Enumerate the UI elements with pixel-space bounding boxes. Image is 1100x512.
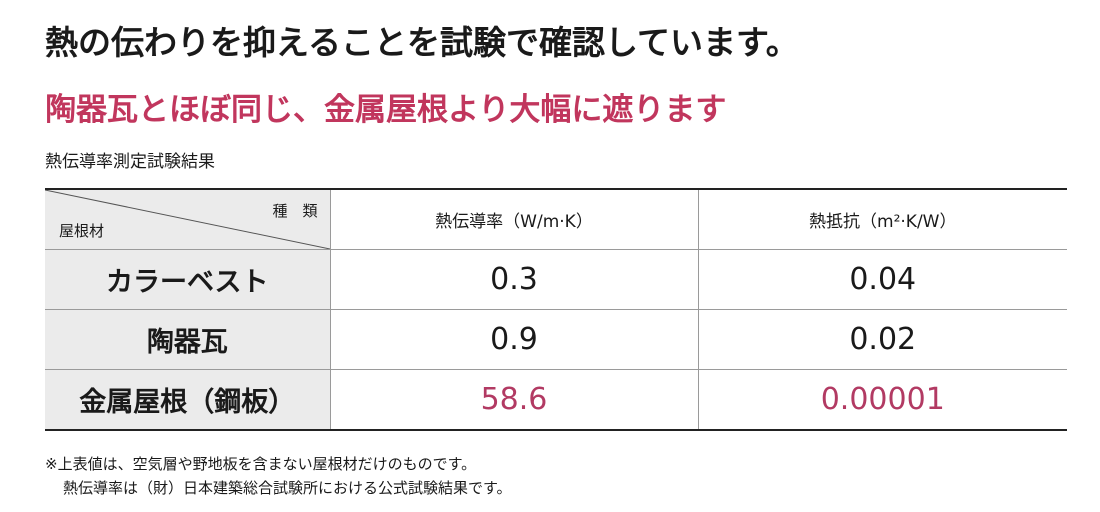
value: 0.00001 — [697, 369, 1067, 431]
row: 陶器瓦 0.9 0.02 — [45, 309, 1067, 370]
subtitle: 陶器瓦とほぼ同じ、金属屋根より大幅に遮ります — [45, 92, 727, 128]
note: ※上表値は、空気層や野地板を含まない屋根材だけのものです。 — [45, 455, 477, 473]
corner-top: 種 類 — [272, 202, 318, 220]
title: 熱の伝わりを抑えることを試験で確認しています。 — [45, 23, 799, 62]
caption: 熱伝導率測定試験結果 — [45, 152, 215, 172]
material: 金属屋根（鋼板） — [45, 369, 331, 431]
column-header: 熱抵抗（m²·K/W） — [697, 188, 1067, 250]
note: 熱伝導率は（財）日本建築総合試験所における公式試験結果です。 — [63, 479, 512, 497]
value: 0.04 — [697, 249, 1067, 310]
row: 金属屋根（鋼板） 58.6 0.00001 — [45, 369, 1067, 431]
diagonal — [45, 190, 330, 249]
corner-bottom: 屋根材 — [59, 222, 105, 240]
value: 0.3 — [329, 249, 699, 310]
header-row: 種 類 屋根材 熱伝導率（W/m·K） 熱抵抗（m²·K/W） — [45, 188, 1067, 250]
column-header: 熱伝導率（W/m·K） — [329, 188, 699, 250]
material: 陶器瓦 — [45, 309, 331, 370]
value: 0.9 — [329, 309, 699, 370]
value: 58.6 — [329, 369, 699, 431]
row: カラーベスト 0.3 0.04 — [45, 249, 1067, 310]
material: カラーベスト — [45, 249, 331, 310]
value: 0.02 — [697, 309, 1067, 370]
results-table: 種 類 屋根材 熱伝導率（W/m·K） 熱抵抗（m²·K/W） カラーベスト 0… — [45, 188, 1067, 431]
corner-cell: 種 類 屋根材 — [45, 188, 331, 250]
